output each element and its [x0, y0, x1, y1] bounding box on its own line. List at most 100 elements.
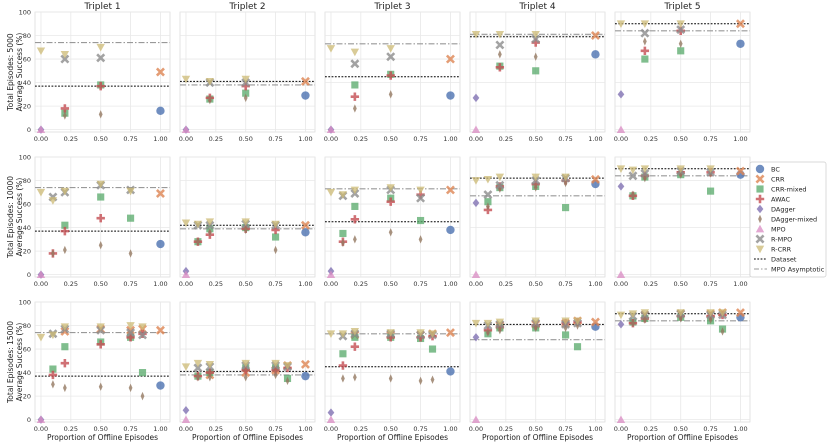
y-tick-label: 40	[23, 79, 31, 87]
x-tick-label: 0.25	[644, 425, 658, 433]
point-mpo	[36, 270, 46, 279]
point-r-crr	[96, 43, 105, 52]
point-dagger-mixed	[62, 383, 67, 393]
point-r-crr	[640, 165, 650, 173]
point-dagger	[472, 93, 480, 103]
point-r-crr	[181, 75, 191, 84]
point-dagger	[617, 182, 625, 191]
point-dagger-mixed	[720, 327, 725, 336]
point-dagger-mixed	[497, 50, 502, 59]
point-dagger-mixed	[388, 90, 393, 99]
point-bc	[156, 106, 165, 116]
point-dagger-mixed	[486, 202, 490, 211]
legend-marker-dagger-mixed	[758, 214, 762, 224]
point-crr-mixed	[138, 369, 147, 377]
x-tick-label: 0.50	[528, 135, 542, 143]
point-dagger	[617, 90, 625, 99]
legend-label-crr: CRR	[771, 175, 785, 183]
point-dagger	[327, 408, 335, 417]
point-r-crr	[96, 180, 105, 189]
x-tick-label: 0.00	[34, 425, 48, 433]
point-bc	[591, 50, 600, 59]
point-r-crr	[193, 220, 203, 229]
point-crr	[735, 166, 745, 176]
y-tick-label: 0	[27, 126, 31, 134]
point-crr-mixed	[707, 187, 715, 195]
point-awac	[96, 81, 105, 91]
point-mpo	[326, 415, 336, 424]
point-awac	[350, 342, 360, 351]
x-tick-label: 0.00	[324, 425, 338, 433]
x-tick-label: 0.50	[673, 280, 687, 288]
point-mpo	[181, 415, 191, 424]
panel-r1-c1: 0 20 40 60 80 100 0.00 0.25 0.50 0.75 1.00 Triplet …	[19, 2, 171, 143]
panel-r2-c5: 0.00 0.25 0.50 0.75 1.00	[614, 156, 751, 288]
point-crr-mixed	[339, 229, 347, 238]
panel-r2-c3: 0.00 0.25 0.50 0.75 1.00	[324, 156, 461, 288]
x-tick-label: 0.25	[499, 135, 513, 143]
legend-label-crr-mixed: CRR-mixed	[771, 185, 807, 193]
point-r-crr	[386, 45, 395, 53]
column-title: Triplet 4	[518, 2, 556, 12]
panel-frame	[34, 11, 171, 133]
point-r-crr	[326, 188, 336, 197]
y-tick-label: 20	[23, 102, 31, 110]
point-crr-mixed	[242, 89, 250, 97]
point-dagger-mixed	[273, 370, 278, 380]
point-crr	[300, 76, 310, 86]
point-r-crr	[676, 165, 685, 173]
point-mpo	[616, 270, 626, 279]
x-axis-label: Proportion of Offline Episodes	[47, 433, 158, 442]
y-tick-label: 20	[23, 247, 31, 255]
x-tick-label: 0.00	[614, 425, 628, 433]
legend-label-r-mpo: R-MPO	[771, 235, 792, 243]
point-r-crr	[350, 186, 360, 195]
x-tick-label: 0.75	[123, 135, 137, 143]
x-tick-label: 0.50	[673, 135, 687, 143]
point-crr-mixed	[573, 343, 582, 351]
legend-marker-mpo	[755, 224, 765, 233]
point-dagger-mixed	[207, 96, 212, 105]
point-mpo	[181, 270, 191, 279]
panel-r2-c2: 0.00 0.25 0.50 0.75 1.00	[179, 156, 316, 288]
point-bc	[301, 91, 310, 100]
point-awac	[60, 358, 70, 368]
point-dagger-mixed	[98, 382, 103, 391]
point-r-mpo	[386, 52, 396, 62]
panel-r2-c1: 0 20 40 60 80 100 0.00 0.25 0.50 0.75 1.00	[19, 153, 171, 288]
point-r-crr	[241, 218, 250, 226]
point-r-crr	[36, 188, 46, 197]
point-mpo	[326, 125, 336, 134]
x-tick-label: 1.00	[153, 280, 167, 288]
point-r-crr	[338, 330, 348, 338]
point-awac	[96, 340, 105, 349]
x-tick-label: 0.00	[469, 280, 483, 288]
column-title: Triplet 3	[373, 2, 410, 12]
point-crr-mixed	[417, 216, 425, 225]
point-dagger-mixed	[352, 235, 357, 244]
point-awac	[350, 215, 360, 224]
legend-label-dagger-mixed: DAgger-mixed	[771, 215, 817, 223]
point-r-crr	[283, 362, 292, 370]
x-tick-label: 0.75	[558, 135, 572, 143]
point-r-crr	[338, 191, 348, 199]
point-dagger-mixed	[207, 373, 212, 382]
x-tick-label: 0.25	[64, 425, 78, 433]
point-r-mpo	[350, 59, 360, 69]
point-dagger-mixed	[51, 249, 55, 258]
point-r-crr	[181, 363, 191, 371]
point-awac	[241, 366, 250, 375]
point-bc	[156, 239, 165, 249]
point-bc	[156, 381, 165, 390]
point-dagger-mixed	[207, 228, 212, 237]
x-tick-label: 1.00	[443, 280, 457, 288]
x-tick-label: 0.75	[413, 280, 427, 288]
point-awac	[48, 370, 58, 380]
legend-marker-bc	[755, 164, 765, 174]
y-tick-label: 80	[23, 177, 31, 185]
y-tick-label: 100	[19, 8, 31, 16]
legend-label-r-crr: R-CRR	[771, 245, 792, 253]
x-tick-label: 0.75	[123, 280, 137, 288]
y-axis-label-line: Total Episodes: 15000	[6, 321, 15, 404]
